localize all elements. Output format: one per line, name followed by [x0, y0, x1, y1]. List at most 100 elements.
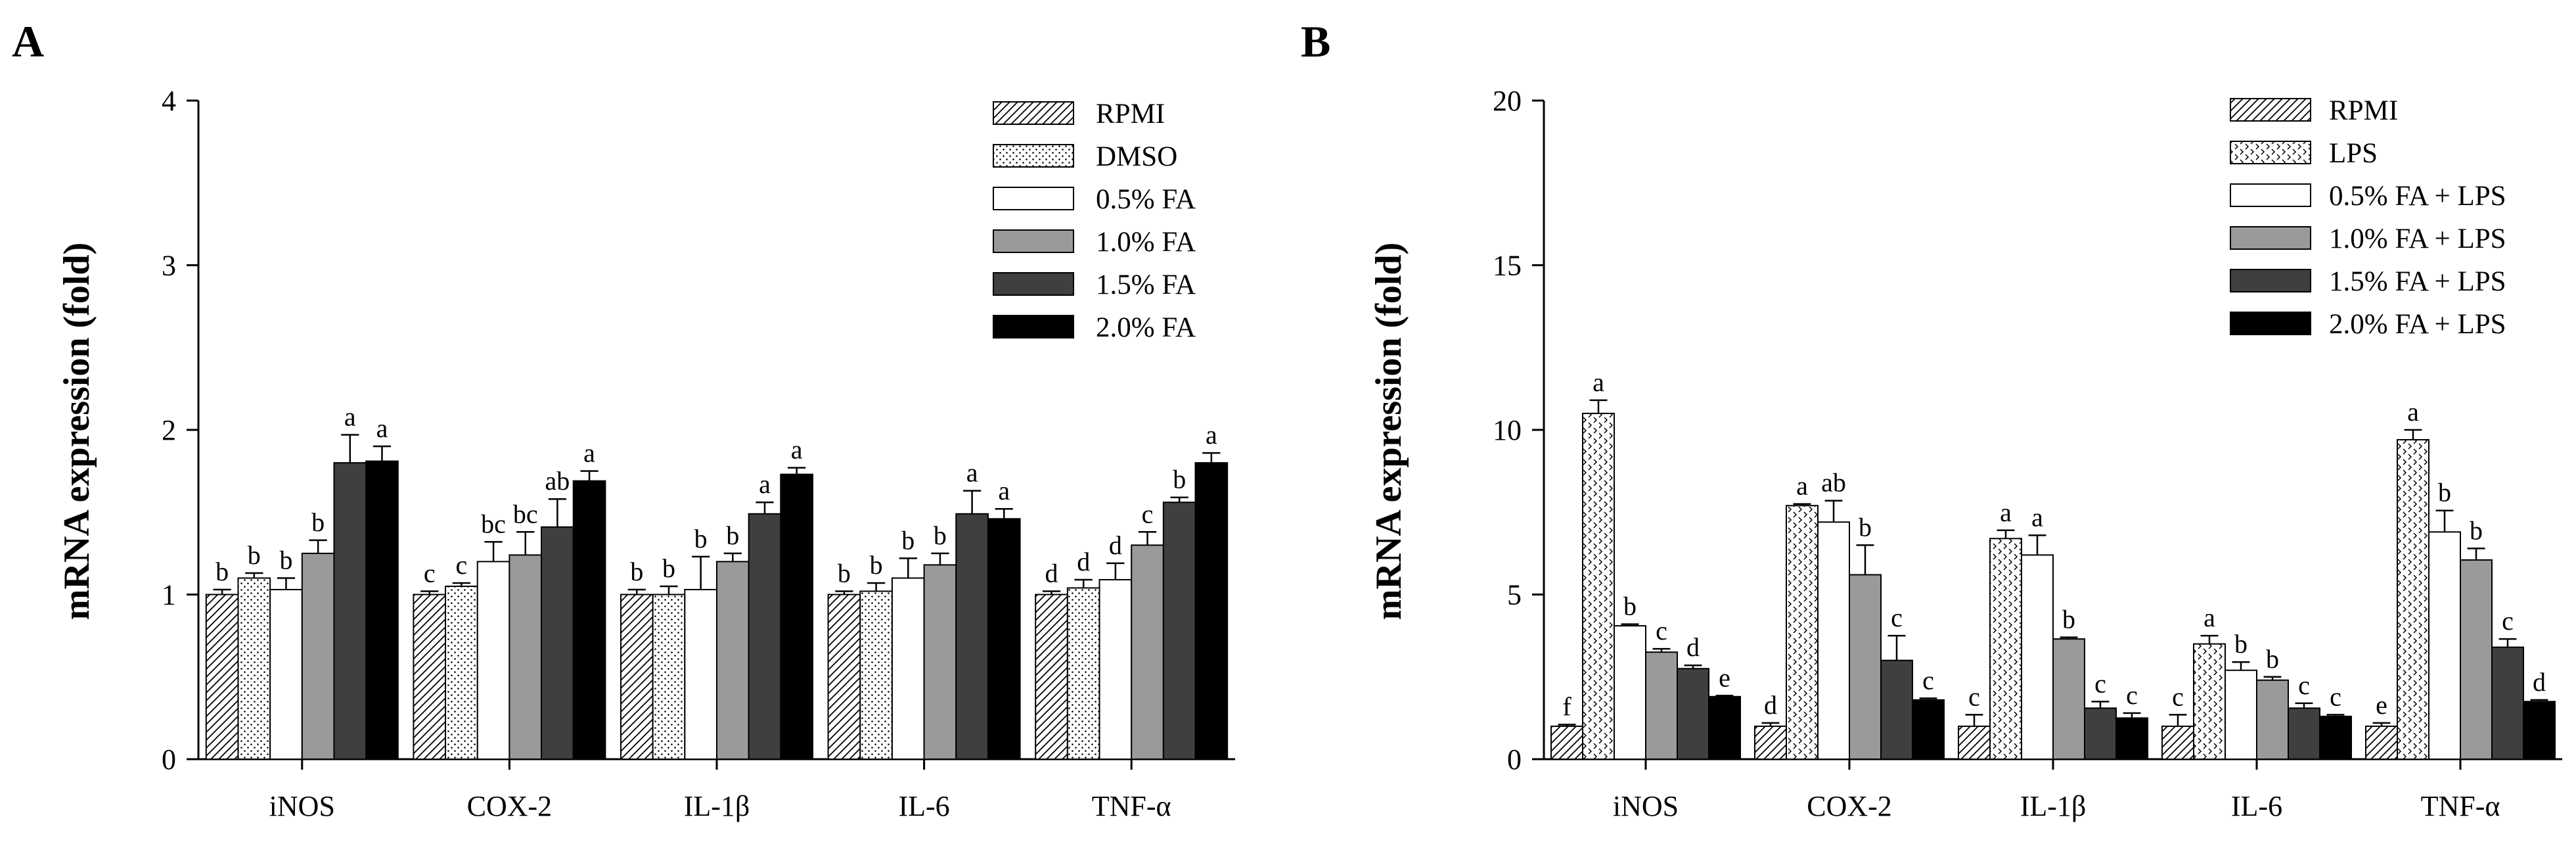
y-tick-label: 5	[1507, 579, 1522, 611]
panel-label-a: A	[12, 16, 44, 66]
legend-label: 1.0% FA + LPS	[2329, 223, 2506, 254]
bar	[2460, 559, 2493, 760]
significance-label: a	[1593, 367, 1604, 397]
legend-label: 0.5% FA + LPS	[2329, 181, 2506, 212]
bar	[269, 588, 303, 760]
x-tick-label: IL-1β	[2020, 790, 2087, 822]
x-tick-label: TNF-α	[1092, 790, 1171, 822]
legend-swatch	[2230, 312, 2311, 335]
significance-label: c	[1656, 616, 1667, 645]
bar	[2256, 679, 2289, 760]
significance-label: b	[311, 507, 325, 537]
legend-label: 2.0% FA	[1096, 312, 1196, 343]
significance-label: a	[759, 469, 771, 499]
significance-label: b	[2266, 644, 2279, 674]
significance-label: a	[998, 476, 1010, 505]
significance-label: ab	[1821, 468, 1846, 498]
legend-label: 1.5% FA + LPS	[2329, 266, 2506, 297]
significance-label: b	[215, 557, 229, 586]
bar	[2491, 646, 2524, 760]
bar	[1035, 594, 1068, 760]
y-tick-label: 1	[162, 579, 176, 611]
significance-label: a	[2000, 498, 2012, 527]
legend-swatch	[993, 144, 1074, 168]
legend-swatch	[2230, 226, 2311, 250]
legend-swatch	[993, 229, 1074, 253]
significance-label: b	[901, 525, 915, 555]
significance-label: a	[1796, 471, 1808, 501]
legend-swatch	[993, 187, 1074, 210]
bar	[1880, 659, 1913, 760]
bar	[2428, 531, 2461, 760]
bar	[1131, 544, 1164, 760]
y-axis-title: mRNA expression (fold)	[56, 243, 97, 620]
significance-label: b	[630, 557, 643, 586]
bar	[365, 460, 399, 760]
bar	[1817, 521, 1850, 760]
bar	[923, 564, 957, 760]
significance-label: e	[1719, 663, 1730, 692]
bar	[827, 594, 861, 760]
bar	[2084, 707, 2117, 760]
significance-label: c	[1922, 665, 1934, 695]
significance-label: a	[583, 438, 595, 468]
bar	[1912, 699, 1945, 760]
bar	[445, 585, 478, 760]
y-tick-label: 3	[162, 250, 176, 282]
significance-label: c	[1142, 499, 1154, 528]
y-tick-label: 0	[162, 743, 176, 776]
y-tick-label: 15	[1493, 250, 1522, 282]
bar	[2115, 717, 2148, 760]
bar	[684, 588, 718, 760]
significance-label: c	[424, 558, 436, 588]
bar	[205, 594, 239, 760]
significance-label: a	[376, 413, 388, 443]
significance-label: b	[1173, 465, 1186, 494]
significance-label: a	[2031, 502, 2043, 532]
significance-label: b	[1623, 592, 1637, 621]
bar	[572, 480, 606, 760]
bar	[2288, 707, 2320, 760]
legend-label: 1.5% FA	[1096, 269, 1196, 300]
bar	[1582, 412, 1615, 760]
x-tick-label: COX-2	[467, 790, 553, 822]
panel-label-b: B	[1301, 16, 1330, 66]
bar	[301, 552, 335, 760]
legend-swatch	[2230, 269, 2311, 292]
significance-label: d	[1686, 632, 1700, 662]
y-tick-label: 10	[1493, 414, 1522, 446]
significance-label: d	[1077, 547, 1090, 576]
legend-label: 0.5% FA	[1096, 184, 1196, 215]
legend-swatch	[993, 272, 1074, 296]
legend-label: 2.0% FA + LPS	[2329, 309, 2506, 340]
x-tick-label: iNOS	[269, 790, 335, 822]
x-tick-label: IL-1β	[684, 790, 750, 822]
significance-label: b	[870, 550, 883, 580]
legend-swatch	[993, 315, 1074, 339]
significance-label: c	[456, 550, 468, 580]
significance-label: c	[2502, 606, 2514, 636]
bar	[1958, 725, 1991, 760]
significance-label: b	[248, 540, 261, 570]
bar	[541, 526, 574, 760]
bar	[955, 513, 989, 760]
significance-label: b	[279, 545, 292, 574]
bar	[2319, 715, 2352, 760]
x-tick-label: IL-6	[2231, 790, 2282, 822]
bar	[1066, 587, 1100, 760]
significance-label: c	[2126, 680, 2138, 710]
bar	[780, 473, 814, 760]
x-tick-label: iNOS	[1613, 790, 1679, 822]
legend-swatch	[993, 101, 1074, 125]
significance-label: a	[1206, 420, 1217, 450]
significance-label: e	[2376, 690, 2387, 720]
significance-label: a	[966, 458, 978, 488]
x-tick-label: IL-6	[899, 790, 950, 822]
bar	[1677, 668, 1709, 760]
bar	[2523, 701, 2556, 760]
bar	[476, 561, 510, 760]
significance-label: c	[1968, 682, 1980, 711]
